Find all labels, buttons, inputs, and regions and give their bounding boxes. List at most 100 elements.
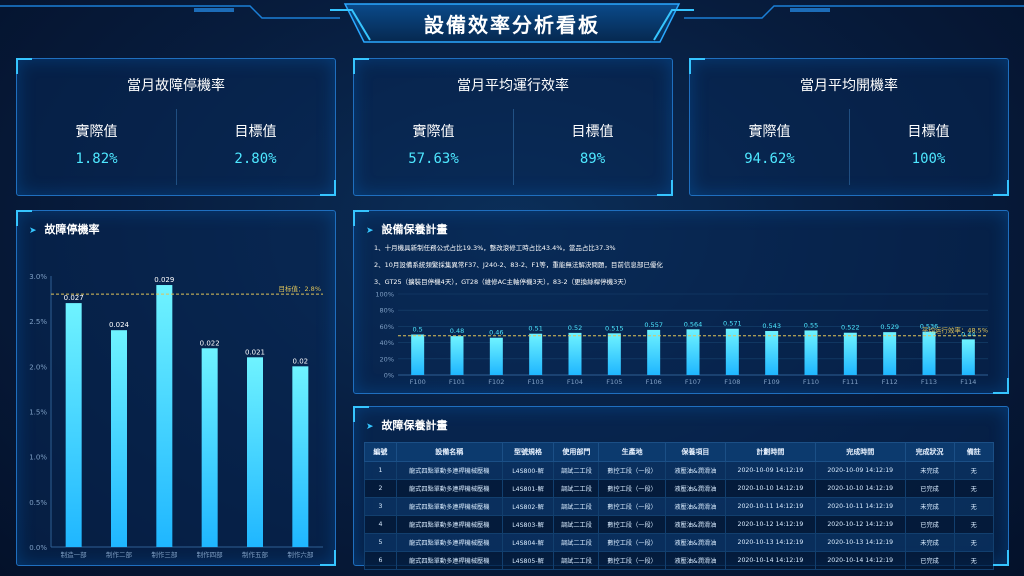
y-tick-label: 80% xyxy=(380,307,394,315)
bar xyxy=(247,357,263,547)
bar-value-label: 0.536 xyxy=(920,323,939,331)
bar xyxy=(292,366,309,547)
y-tick-label: 0.0% xyxy=(29,544,47,552)
table-cell: L4S804-解 xyxy=(501,533,555,552)
x-tick-label: F103 xyxy=(528,378,544,386)
table-cell: 6 xyxy=(364,551,397,570)
downtime-chart-panel: ➤ 故障停機率 0.0% 0.5% 1.0% 1.5% 2.0% 2.5% 3.0% 0.027… xyxy=(16,210,336,566)
chevron-right-icon: ➤ xyxy=(366,422,374,432)
bar-value-label: 0.44 xyxy=(961,330,975,338)
efficiency-bar-chart: 0% 20% 40% 60% 80% 100% 0.5 F100 0.48 F101 0.46 F10… xyxy=(375,291,988,386)
table-cell: 龍式四點單動多連桿機械壓機 xyxy=(395,497,503,516)
column-header: 完成時間 xyxy=(814,442,906,462)
chevron-right-icon: ➤ xyxy=(366,226,374,236)
column-header: 計劃時間 xyxy=(725,442,816,462)
y-tick-label: 60% xyxy=(380,323,394,331)
bar-value-label: 0.48 xyxy=(450,327,464,335)
table-row[interactable]: 5 龍式四點單動多連桿機械壓機 L4S804-解 調試二工段 數控工段（一段） 液壓油&潤… xyxy=(364,533,995,552)
column-header: 使用部門 xyxy=(553,442,600,462)
table-cell: 調試二工段 xyxy=(553,551,600,570)
bar-value-label: 0.543 xyxy=(762,322,781,330)
table-cell: 2020-10-12 14:12:19 xyxy=(814,515,906,534)
x-tick-label: F110 xyxy=(803,378,819,386)
x-tick-label: F104 xyxy=(567,378,583,386)
table-cell: 龍式四點單動多連桿機械壓機 xyxy=(395,479,503,498)
table-cell: 已完成 xyxy=(904,551,955,570)
table-cell: 龍式四點單動多連桿機械壓機 xyxy=(395,551,503,570)
maintenance-plan-panel: ➤ 設備保養計畫 1、十月機具新制任務公式占比19.3%，整改滾修工時占比43.4… xyxy=(353,210,1009,394)
table-row[interactable]: 1 龍式四點單動多連桿機械壓機 L4S800-解 調試二工段 數控工段（一段） 液壓油&潤… xyxy=(364,461,995,480)
kpi-divider xyxy=(849,109,850,185)
bar-value-label: 0.024 xyxy=(109,321,130,329)
table-row[interactable]: 3 龍式四點單動多連桿機械壓機 L4S802-解 調試二工段 數控工段（一段） 液壓油&潤… xyxy=(364,497,995,516)
note-line: 3、GT25（擴裝目停機4天），GT28（維修AC主軸停機3天），83-2（更換… xyxy=(374,278,631,286)
y-tick-label: 20% xyxy=(380,355,394,363)
y-tick-label: 2.0% xyxy=(29,363,47,371)
column-header: 完成狀況 xyxy=(904,442,955,462)
bar-value-label: 0.571 xyxy=(723,320,742,328)
note-line: 2、10月設備系統頻繁採集異常F37、J240-2、83-2、F1等，重能無法解… xyxy=(374,261,663,269)
column-header: 型號規格 xyxy=(501,442,555,462)
kpi-title: 當月平均開機率 xyxy=(800,78,898,94)
bar xyxy=(489,337,503,375)
kpi-actual-label: 實際值 xyxy=(412,124,455,140)
maintenance-table: 編號 設備名稱 型號規格 使用部門 生產地 保養項目 計劃時間 完成時間 完成狀… xyxy=(364,442,995,570)
column-header: 保養項目 xyxy=(664,442,727,462)
table-row[interactable]: 6 龍式四點單動多連桿機械壓機 L4S805-解 調試二工段 數控工段（一段） 液壓油&潤… xyxy=(364,551,995,570)
table-cell: 5 xyxy=(364,533,397,552)
x-tick-label: F107 xyxy=(685,378,701,386)
table-cell: L4S802-解 xyxy=(501,497,555,516)
bar-value-label: 0.557 xyxy=(644,321,663,329)
table-cell: 2020-10-11 14:12:19 xyxy=(725,497,816,516)
kpi-target-label: 目標值 xyxy=(234,124,277,140)
table-cell: L4S805-解 xyxy=(501,551,555,570)
y-tick-label: 0% xyxy=(384,372,394,380)
y-tick-label: 100% xyxy=(375,291,394,299)
table-cell: 液壓油&潤滑油 xyxy=(664,533,727,552)
table-cell: 數控工段（一段） xyxy=(598,479,666,498)
x-tick-label: F102 xyxy=(488,378,504,386)
table-cell: 數控工段（一段） xyxy=(598,497,666,516)
x-tick-label: F111 xyxy=(842,378,858,386)
table-cell: 龍式四點單動多連桿機械壓機 xyxy=(395,461,503,480)
note-line: 1、十月機具新制任務公式占比19.3%，整改滾修工時占比43.4%，當品占比37… xyxy=(374,244,616,252)
table-cell: 2020-10-13 14:12:19 xyxy=(725,533,816,552)
bar-value-label: 0.52 xyxy=(568,324,582,332)
bar-value-label: 0.522 xyxy=(841,324,860,332)
kpi-title: 當月平均運行效率 xyxy=(457,78,569,94)
bar xyxy=(411,334,425,375)
page-title: 設備效率分析看板 xyxy=(424,13,600,37)
target-label: 平均运行效率：48.5% xyxy=(922,326,988,335)
kpi-target-value: 100% xyxy=(911,151,946,167)
panel-title: 故障保養計畫 xyxy=(381,419,448,432)
table-cell: 已完成 xyxy=(904,515,955,534)
table-row[interactable]: 4 龍式四點單動多連桿機械壓機 L4S803-解 調試二工段 數控工段（一段） 液壓油&潤… xyxy=(364,515,995,534)
panel-header: ➤ 故障保養計畫 xyxy=(366,417,448,433)
x-tick-label: 制作二部 xyxy=(106,550,133,559)
panel-header: ➤ 設備保養計畫 xyxy=(366,221,448,237)
kpi-actual-value: 57.63% xyxy=(408,151,459,167)
bar xyxy=(765,331,779,375)
kpi-actual-label: 實際值 xyxy=(748,124,791,140)
table-cell: 未完成 xyxy=(904,497,955,516)
x-tick-label: 制作三部 xyxy=(151,550,178,559)
column-header: 生產地 xyxy=(598,442,666,462)
kpi-target-label: 目標值 xyxy=(571,124,614,140)
bar xyxy=(607,333,621,375)
bar-value-label: 0.55 xyxy=(804,321,818,329)
table-cell: 液壓油&潤滑油 xyxy=(664,515,727,534)
table-cell: 2020-10-14 14:12:19 xyxy=(725,551,816,570)
bar xyxy=(725,328,739,375)
bar xyxy=(65,303,82,547)
table-cell: L4S803-解 xyxy=(501,515,555,534)
fault-maintenance-panel: ➤ 故障保養計畫 編號 設備名稱 型號規格 使用部門 生產地 保養項目 計劃時間 … xyxy=(353,406,1009,570)
table-cell: 2020-10-13 14:12:19 xyxy=(814,533,906,552)
bar-value-label: 0.564 xyxy=(684,320,703,328)
table-cell: 數控工段（一段） xyxy=(598,515,666,534)
table-cell: 液壓油&潤滑油 xyxy=(664,497,727,516)
column-header: 設備名稱 xyxy=(395,442,503,462)
table-row[interactable]: 2 龍式四點單動多連桿機械壓機 L4S801-解 調試二工段 數控工段（一段） 液壓油&潤… xyxy=(364,479,995,498)
kpi-card-downtime: 當月故障停機率 實際值 目標值 1.82% 2.80% xyxy=(16,58,336,196)
table-cell: L4S801-解 xyxy=(501,479,555,498)
bar-value-label: 0.529 xyxy=(880,323,899,331)
